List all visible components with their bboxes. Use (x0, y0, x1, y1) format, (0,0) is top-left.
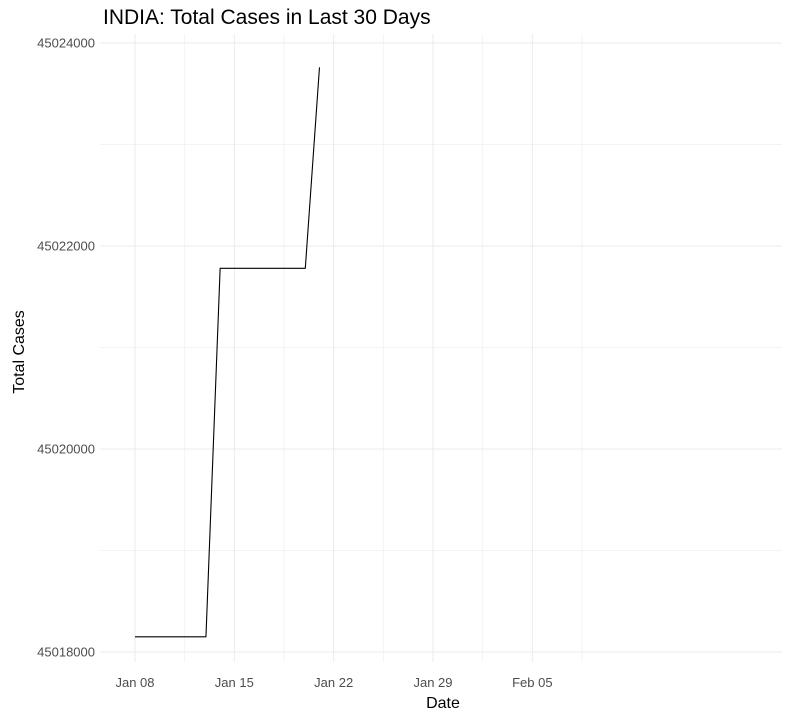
y-axis-title: Total Cases (11, 310, 28, 394)
x-tick-label: Feb 05 (512, 675, 552, 690)
x-tick-label: Jan 29 (413, 675, 452, 690)
major-gridlines (100, 34, 782, 662)
y-tick-labels: 45018000 45020000 45022000 45024000 (37, 36, 95, 660)
minor-gridlines (100, 34, 782, 662)
x-tick-label: Jan 15 (215, 675, 254, 690)
y-tick-label: 45024000 (37, 36, 95, 51)
series-layer (135, 67, 321, 638)
y-tick-label: 45018000 (37, 645, 95, 660)
x-tick-label: Jan 08 (115, 675, 154, 690)
x-tick-label: Jan 22 (314, 675, 353, 690)
y-tick-label: 45020000 (37, 442, 95, 457)
x-tick-labels: Jan 08 Jan 15 Jan 22 Jan 29 Feb 05 (115, 675, 552, 690)
x-axis-title: Date (426, 695, 460, 712)
series-line (135, 67, 321, 638)
y-tick-label: 45022000 (37, 239, 95, 254)
chart-title: INDIA: Total Cases in Last 30 Days (103, 6, 431, 29)
